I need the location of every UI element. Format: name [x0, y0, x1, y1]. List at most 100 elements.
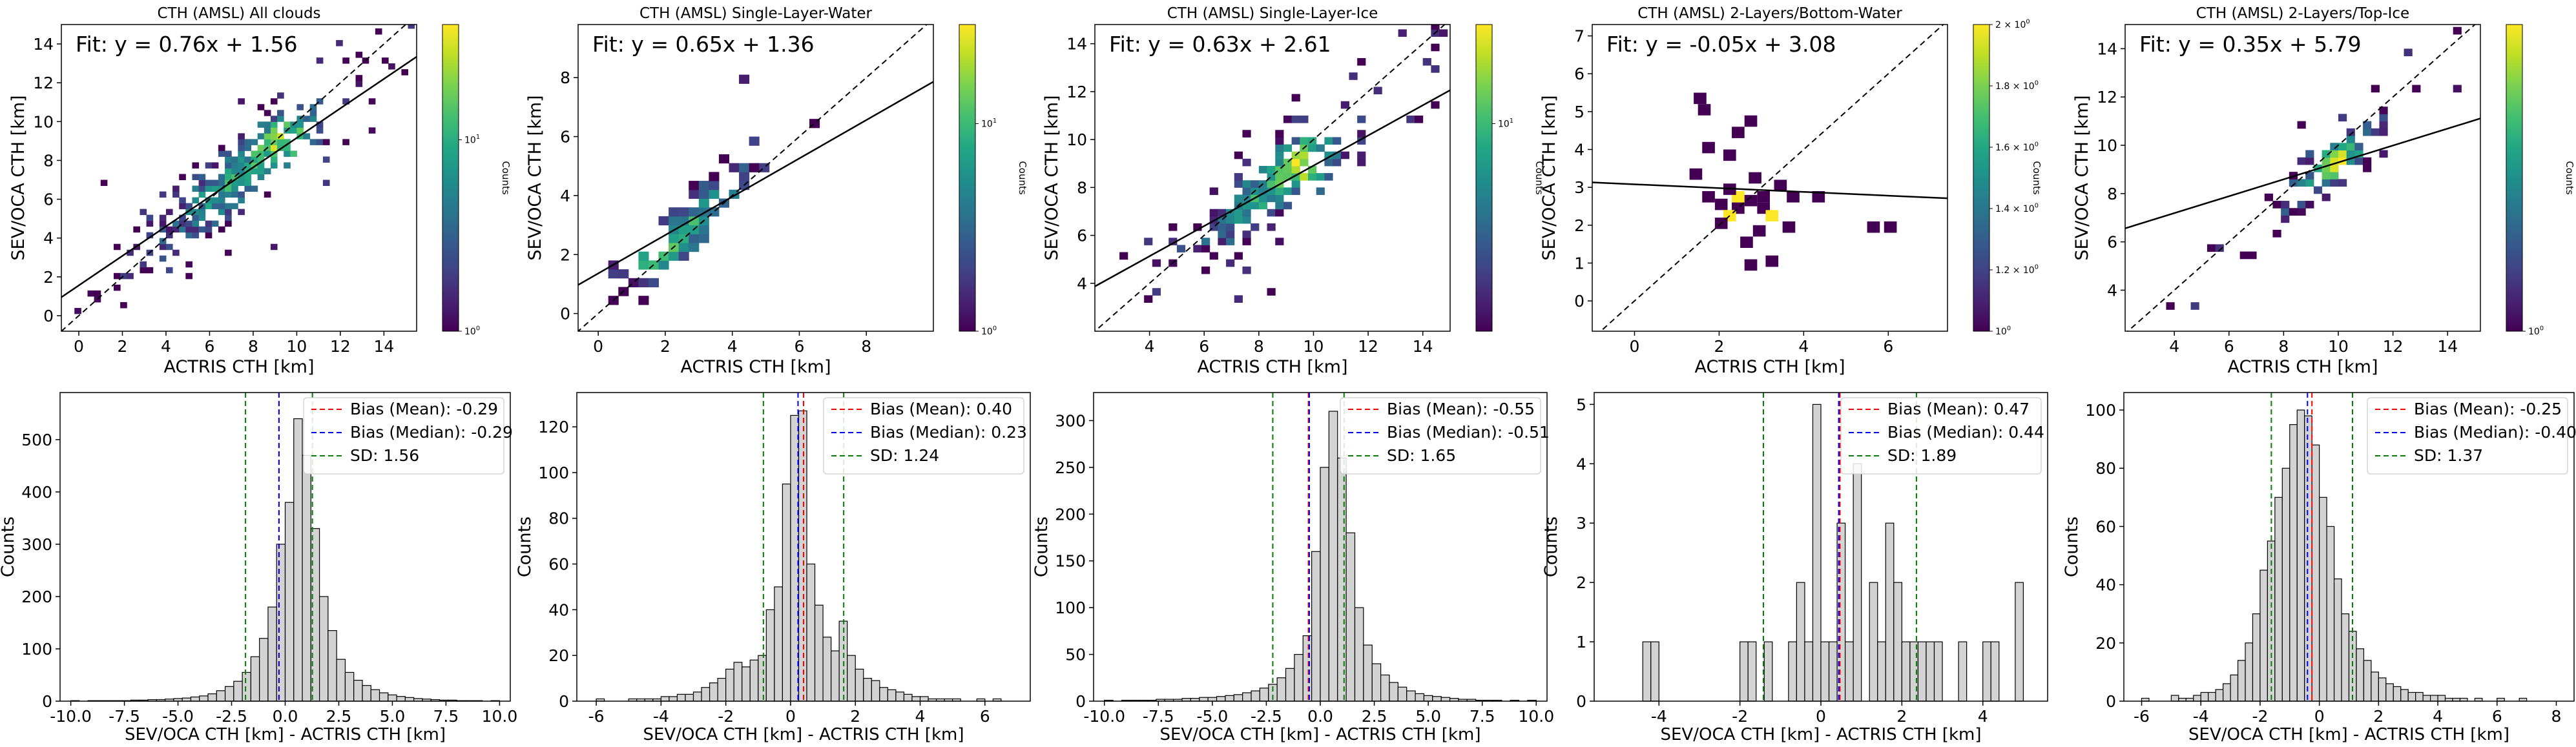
heatmap-cell [192, 226, 200, 233]
x-axis-label: SEV/OCA CTH [km] - ACTRIS CTH [km] [1661, 725, 1982, 744]
heatmap-cell [1291, 116, 1300, 123]
x-axis-label: SEV/OCA CTH [km] - ACTRIS CTH [km] [643, 725, 964, 744]
heatmap-cell [165, 209, 173, 216]
heatmap-cell [1689, 168, 1703, 180]
heatmap-cell [238, 168, 245, 174]
heatmap-cell [2412, 85, 2421, 93]
y-tick-label: 2 [560, 245, 570, 264]
histogram-bar [717, 677, 727, 702]
heatmap-cell [2338, 179, 2347, 187]
histogram-bar [1389, 682, 1398, 702]
y-tick-label: 0 [42, 692, 52, 711]
heatmap-cell [1242, 209, 1251, 217]
colorbar-tick-label: 100 [464, 325, 480, 337]
y-tick-label: 3 [1574, 178, 1584, 197]
x-tick-label: 2 [118, 337, 128, 356]
heatmap-cell [1234, 209, 1243, 217]
heatmap-cell [140, 267, 147, 274]
heatmap-cell [698, 234, 709, 243]
heatmap-cell [1431, 43, 1440, 52]
heatmap-cell [74, 307, 81, 314]
fit-text: Fit: y = 0.65x + 1.36 [592, 32, 815, 57]
legend-entry: SD: 1.24 [870, 446, 939, 465]
heatmap-cell [192, 197, 200, 204]
heatmap-cell [1300, 158, 1309, 167]
heatmap-cell [198, 226, 206, 233]
x-tick-label: -5.0 [1196, 707, 1228, 726]
heatmap-cell [749, 163, 760, 172]
heatmap-cell [1275, 130, 1284, 138]
heatmap-cells [2125, 25, 2480, 331]
heatmap-cell [2330, 179, 2339, 187]
heatmap-cell [2346, 157, 2355, 165]
heatmap-cell [1324, 158, 1333, 167]
histogram-bar [774, 586, 784, 702]
x-tick-label: 6 [980, 707, 990, 726]
heatmap-cell [1283, 165, 1293, 174]
x-tick-label: 2.5 [1362, 707, 1387, 726]
heatmap-cell [749, 136, 760, 146]
heatmap-cell [1291, 165, 1300, 174]
fit-text: Fit: y = 0.35x + 5.79 [2139, 32, 2362, 57]
y-tick-label: 10 [33, 112, 54, 131]
heatmap-cell [1283, 158, 1293, 167]
histogram-bar [388, 694, 397, 702]
fit-line [1592, 181, 1948, 200]
fit-text: Fit: y = 0.63x + 2.61 [1109, 32, 1331, 57]
heatmap-cell [1258, 165, 1268, 174]
heatmap-cell [1201, 266, 1210, 274]
heatmap-cell [2215, 244, 2224, 252]
y-tick-label: 4 [1576, 455, 1586, 473]
heatmap-cell [231, 185, 238, 192]
heatmap-cell [1698, 104, 1711, 116]
histogram-bar [1877, 641, 1886, 702]
legend-entry: Bias (Mean): -0.55 [1387, 400, 1535, 418]
heatmap-cell [1431, 25, 1440, 30]
heatmap-cell [1439, 29, 1448, 37]
heatmap-cell [1702, 191, 1715, 203]
x-tick-label: -10.0 [50, 707, 92, 726]
heatmap-cell [1333, 158, 1342, 167]
y-axis-label: Counts [515, 517, 535, 577]
heatmap-cell [1308, 165, 1317, 174]
y-tick-label: 0 [1574, 292, 1584, 311]
heatmap-cell [284, 139, 291, 145]
heatmap-cell [2322, 193, 2331, 201]
x-tick-label: 12 [1358, 337, 1378, 356]
heatmap-cell [1234, 151, 1243, 159]
heatmap-cell [211, 185, 219, 192]
x-tick-label: -4 [2193, 707, 2209, 726]
histogram-bar [1763, 641, 1773, 702]
heatmap-cell [2379, 121, 2388, 129]
heatmap-cell [172, 249, 180, 256]
histogram-bar [2407, 691, 2416, 702]
heatmap-cell [251, 185, 258, 192]
heatmap-cell [1884, 221, 1897, 233]
heatmap-cell [2338, 150, 2347, 158]
y-tick-label: 200 [21, 588, 52, 606]
heatmap-cell [2289, 179, 2298, 187]
histogram-bar [1302, 635, 1313, 702]
heatmap-cell [296, 104, 304, 110]
legend-entry: Bias (Mean): 0.47 [1887, 400, 2030, 418]
x-tick-label: 6 [1883, 337, 1893, 356]
y-tick-label: 10 [1066, 130, 1087, 149]
heatmap-cell [1258, 201, 1268, 210]
one-to-one-line [1599, 25, 1944, 331]
scatter-panel-3: CTH (AMSL) Single-Layer-Ice Fit: y = 0.63… [1042, 5, 1545, 377]
heatmap-cell [1234, 295, 1243, 303]
fit-line [2125, 118, 2480, 229]
x-tick-label: 14 [2437, 337, 2458, 356]
legend: Bias (Mean): 0.40 Bias (Median): 0.23 SD: … [823, 397, 1027, 475]
histogram-bar [2230, 674, 2239, 702]
heatmap-cell [87, 290, 95, 297]
heatmap-cell [113, 243, 121, 251]
histogram-bar [2296, 409, 2305, 702]
heatmap-cell [257, 121, 265, 128]
heatmap-cell [355, 75, 363, 81]
x-tick-label: 7.5 [433, 707, 459, 726]
x-tick-label: -7.5 [109, 707, 140, 726]
heatmap-cell [140, 261, 147, 268]
heatmap-cell [1275, 201, 1284, 210]
heatmap-cell [244, 145, 252, 151]
